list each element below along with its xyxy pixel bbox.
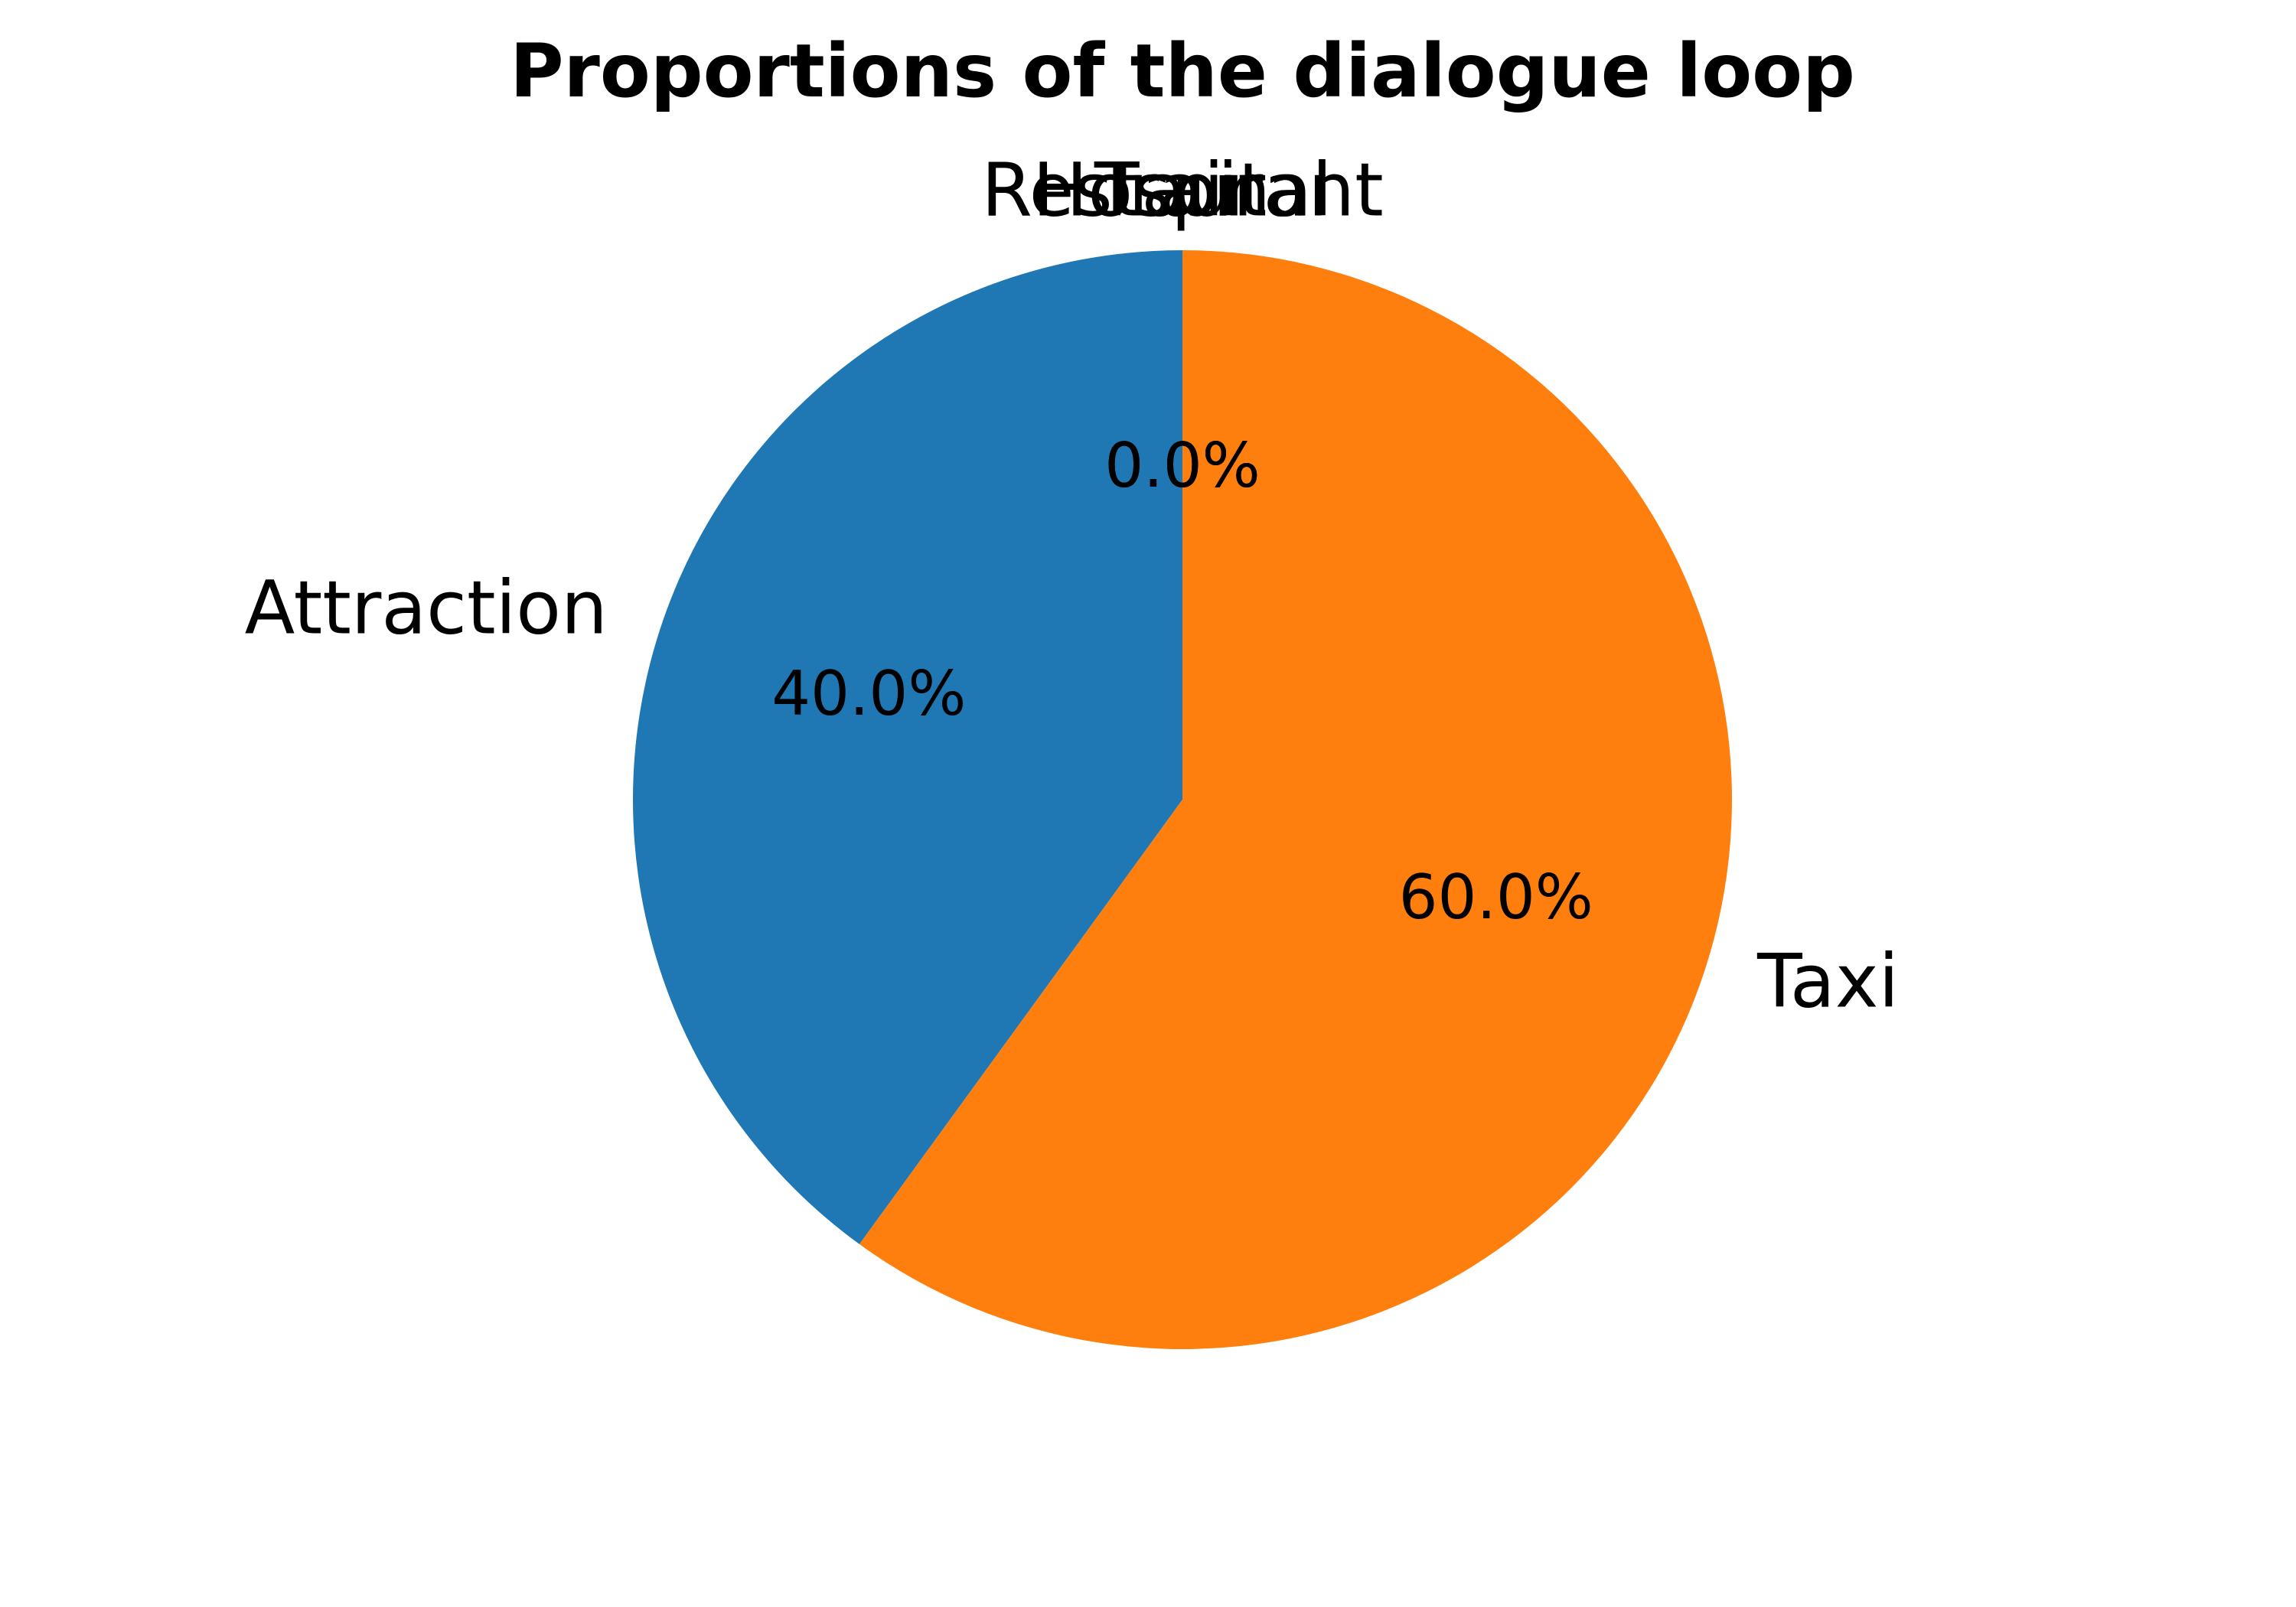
slice-label-taxi: Taxi	[1756, 938, 1899, 1024]
pie-slice-attraction	[633, 250, 1182, 1244]
slice-label-attraction: Attraction	[245, 565, 608, 650]
pie-slices	[633, 250, 1732, 1350]
pct-label-restaurant: 0.0%	[1104, 430, 1260, 501]
chart-title: Proportions of the dialogue loop	[510, 28, 1855, 114]
pie-slice-taxi	[859, 250, 1732, 1350]
pct-label-hospital: 0.0%	[1104, 430, 1260, 501]
pct-label-taxi: 60.0%	[1399, 862, 1593, 933]
slice-label-train: Train	[1094, 148, 1270, 233]
slice-label-restaurant: Restaurant	[981, 148, 1384, 233]
pct-label-train: 0.0%	[1104, 430, 1260, 501]
slice-label-hospital: Hospital	[1032, 148, 1332, 233]
pct-label-attraction: 40.0%	[771, 658, 966, 729]
percentage-labels: 0.0%0.0%0.0%40.0%60.0%	[771, 430, 1593, 933]
